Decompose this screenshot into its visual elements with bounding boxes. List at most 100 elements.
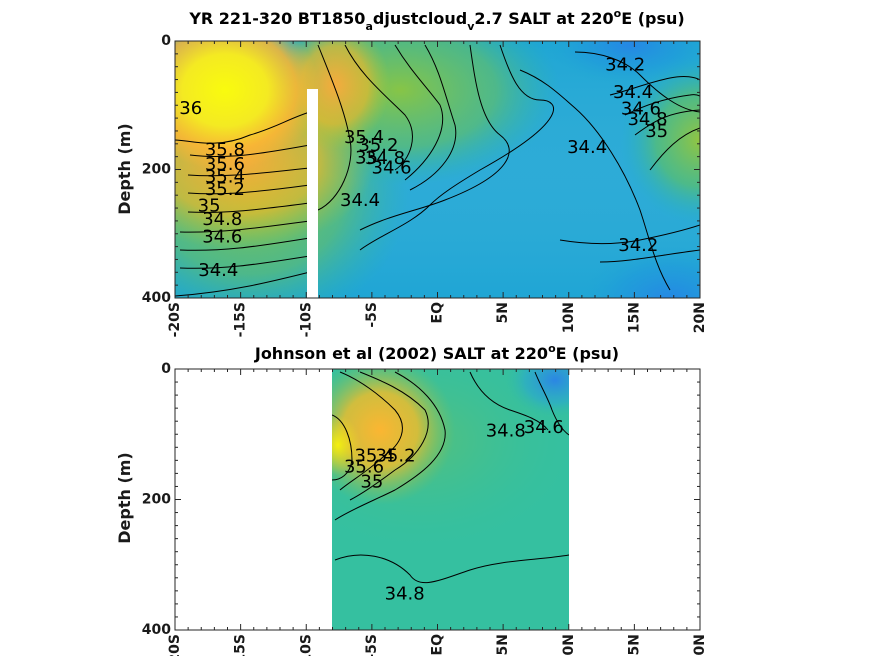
contour-35 [334, 371, 446, 521]
panel-1-ylabel: Depth (m) [115, 123, 134, 215]
y-tick-label: 400 [142, 622, 171, 638]
contour-label: 36 [179, 98, 202, 119]
panel-2-ylabel: Depth (m) [115, 452, 134, 544]
contour-34-8-east [634, 109, 700, 136]
contour-34-4-west [175, 271, 311, 297]
y-tick-label: 0 [161, 361, 171, 377]
contour-35-2-north [394, 44, 444, 181]
heatmap-high-east [620, 55, 700, 225]
x-tick-label: 10N [561, 302, 577, 333]
contour-35 [179, 220, 311, 233]
contour-label: 35.2 [358, 135, 398, 156]
title-part: Johnson et al (2002) SALT at 220 [254, 344, 548, 363]
y-tick-label: 200 [142, 492, 171, 508]
panel-1-x-ticks: -20S -15S -10S -5S EQ 5N 10N 15N 20N [167, 41, 708, 337]
x-tick-label: 5N [495, 302, 511, 323]
contour-35-4-north [344, 44, 413, 171]
contour-35-6 [187, 167, 311, 177]
contour-label: 35 [360, 471, 383, 492]
contour-34-0-south [599, 249, 700, 263]
panel-2: Johnson et al (2002) SALT at 220oE (psu)… [115, 342, 708, 656]
contour-34-8 [179, 237, 311, 251]
contour-near-gap [317, 44, 352, 211]
contour-34-6-east [624, 94, 700, 116]
contour-label: 34.8 [365, 148, 405, 169]
contour-34-8-lower [334, 554, 569, 584]
panel-2-heatmap [332, 369, 569, 630]
title-part: E (psu) [556, 344, 620, 363]
title-subscript: v [467, 20, 475, 33]
x-tick-label: -15S [233, 302, 249, 337]
title-part: 2.7 SALT at 220 [474, 9, 613, 28]
contour-label: 34.8 [486, 420, 526, 441]
contour-label: 34.4 [613, 82, 653, 103]
contour-label: 34.6 [202, 226, 242, 247]
contour-label: 35.2 [205, 179, 245, 200]
contour-34-6-upper [534, 371, 569, 436]
contour-label: 35.4 [205, 167, 245, 188]
contour-label: 34.8 [385, 584, 425, 605]
contour-label: 35.8 [205, 140, 245, 161]
contour-35-2 [187, 202, 311, 213]
x-tick-label: -20S [167, 302, 183, 337]
contour-label: 34.8 [627, 109, 667, 130]
panel-1-heatmap [175, 41, 700, 298]
x-tick-label: -20S [167, 634, 183, 656]
x-tick-label: EQ [430, 302, 446, 324]
contour-34-6 [179, 255, 311, 269]
y-tick-label: 0 [161, 33, 171, 49]
contour-36 [175, 111, 311, 144]
contour-label: 34.2 [605, 54, 645, 75]
contour-34-2-north [574, 51, 700, 113]
contour-35-east [649, 127, 700, 171]
heatmap-orange-core [332, 369, 455, 505]
x-tick-label: 15N [626, 302, 642, 333]
x-tick-label: 10N [561, 634, 577, 656]
contour-label: 34.4 [340, 190, 380, 211]
x-tick-label: -5S [364, 302, 380, 328]
title-subscript: a [365, 20, 372, 33]
x-tick-label: 20N [692, 634, 708, 656]
x-tick-label: -10S [298, 302, 314, 337]
panel-1-contour-labels: 3635.835.635.435.23534.834.634.435.435.2… [179, 54, 668, 281]
contour-label: 35.6 [344, 456, 384, 477]
title-part: E (psu) [621, 9, 685, 28]
contour-label: 34.4 [567, 137, 607, 158]
y-tick-label: 200 [142, 162, 171, 178]
title-part: djustcloud [373, 9, 467, 28]
contour-34-4-east [609, 76, 700, 96]
panel-2-title: Johnson et al (2002) SALT at 220oE (psu) [254, 342, 619, 363]
panel-1: YR 221-320 BT1850adjustcloudv2.7 SALT at… [115, 7, 708, 337]
contour-34-6-north [359, 44, 555, 251]
x-tick-label: EQ [430, 634, 446, 656]
contour-label: 35 [645, 121, 668, 142]
panel-2-y-ticks: 0 200 400 [142, 361, 700, 638]
title-superscript: o [548, 342, 556, 355]
x-tick-label: -10S [298, 634, 314, 656]
contour-label: 35.6 [205, 154, 245, 175]
contour-label: 35 [198, 196, 221, 217]
contour-34-8-north [359, 44, 510, 231]
contour-35-2 [349, 371, 429, 501]
heatmap-yellow-core [332, 415, 360, 475]
panel-1-y-ticks: 0 200 400 [142, 33, 700, 306]
heatmap-low-southeast [580, 245, 700, 298]
contour-label: 34.2 [618, 235, 658, 256]
contour-34-4-north [519, 69, 671, 291]
contour-35-8 [189, 144, 311, 158]
x-tick-label: 15N [626, 634, 642, 656]
contour-label: 35.2 [375, 445, 415, 466]
contour-label: 34.6 [372, 158, 412, 179]
contour-label: 35.4 [344, 127, 384, 148]
y-tick-label: 400 [142, 290, 171, 306]
x-tick-label: 20N [692, 302, 708, 333]
contour-label: 34.6 [524, 417, 564, 438]
x-tick-label: 5N [495, 634, 511, 655]
contour-label: 34.6 [621, 99, 661, 120]
data-gap [307, 89, 318, 298]
contour-35-4 [187, 184, 311, 195]
contour-35-6 [332, 414, 353, 481]
title-superscript: o [614, 7, 622, 20]
heatmap-low-northeast [505, 369, 569, 418]
contour-label: 35 [355, 147, 378, 168]
